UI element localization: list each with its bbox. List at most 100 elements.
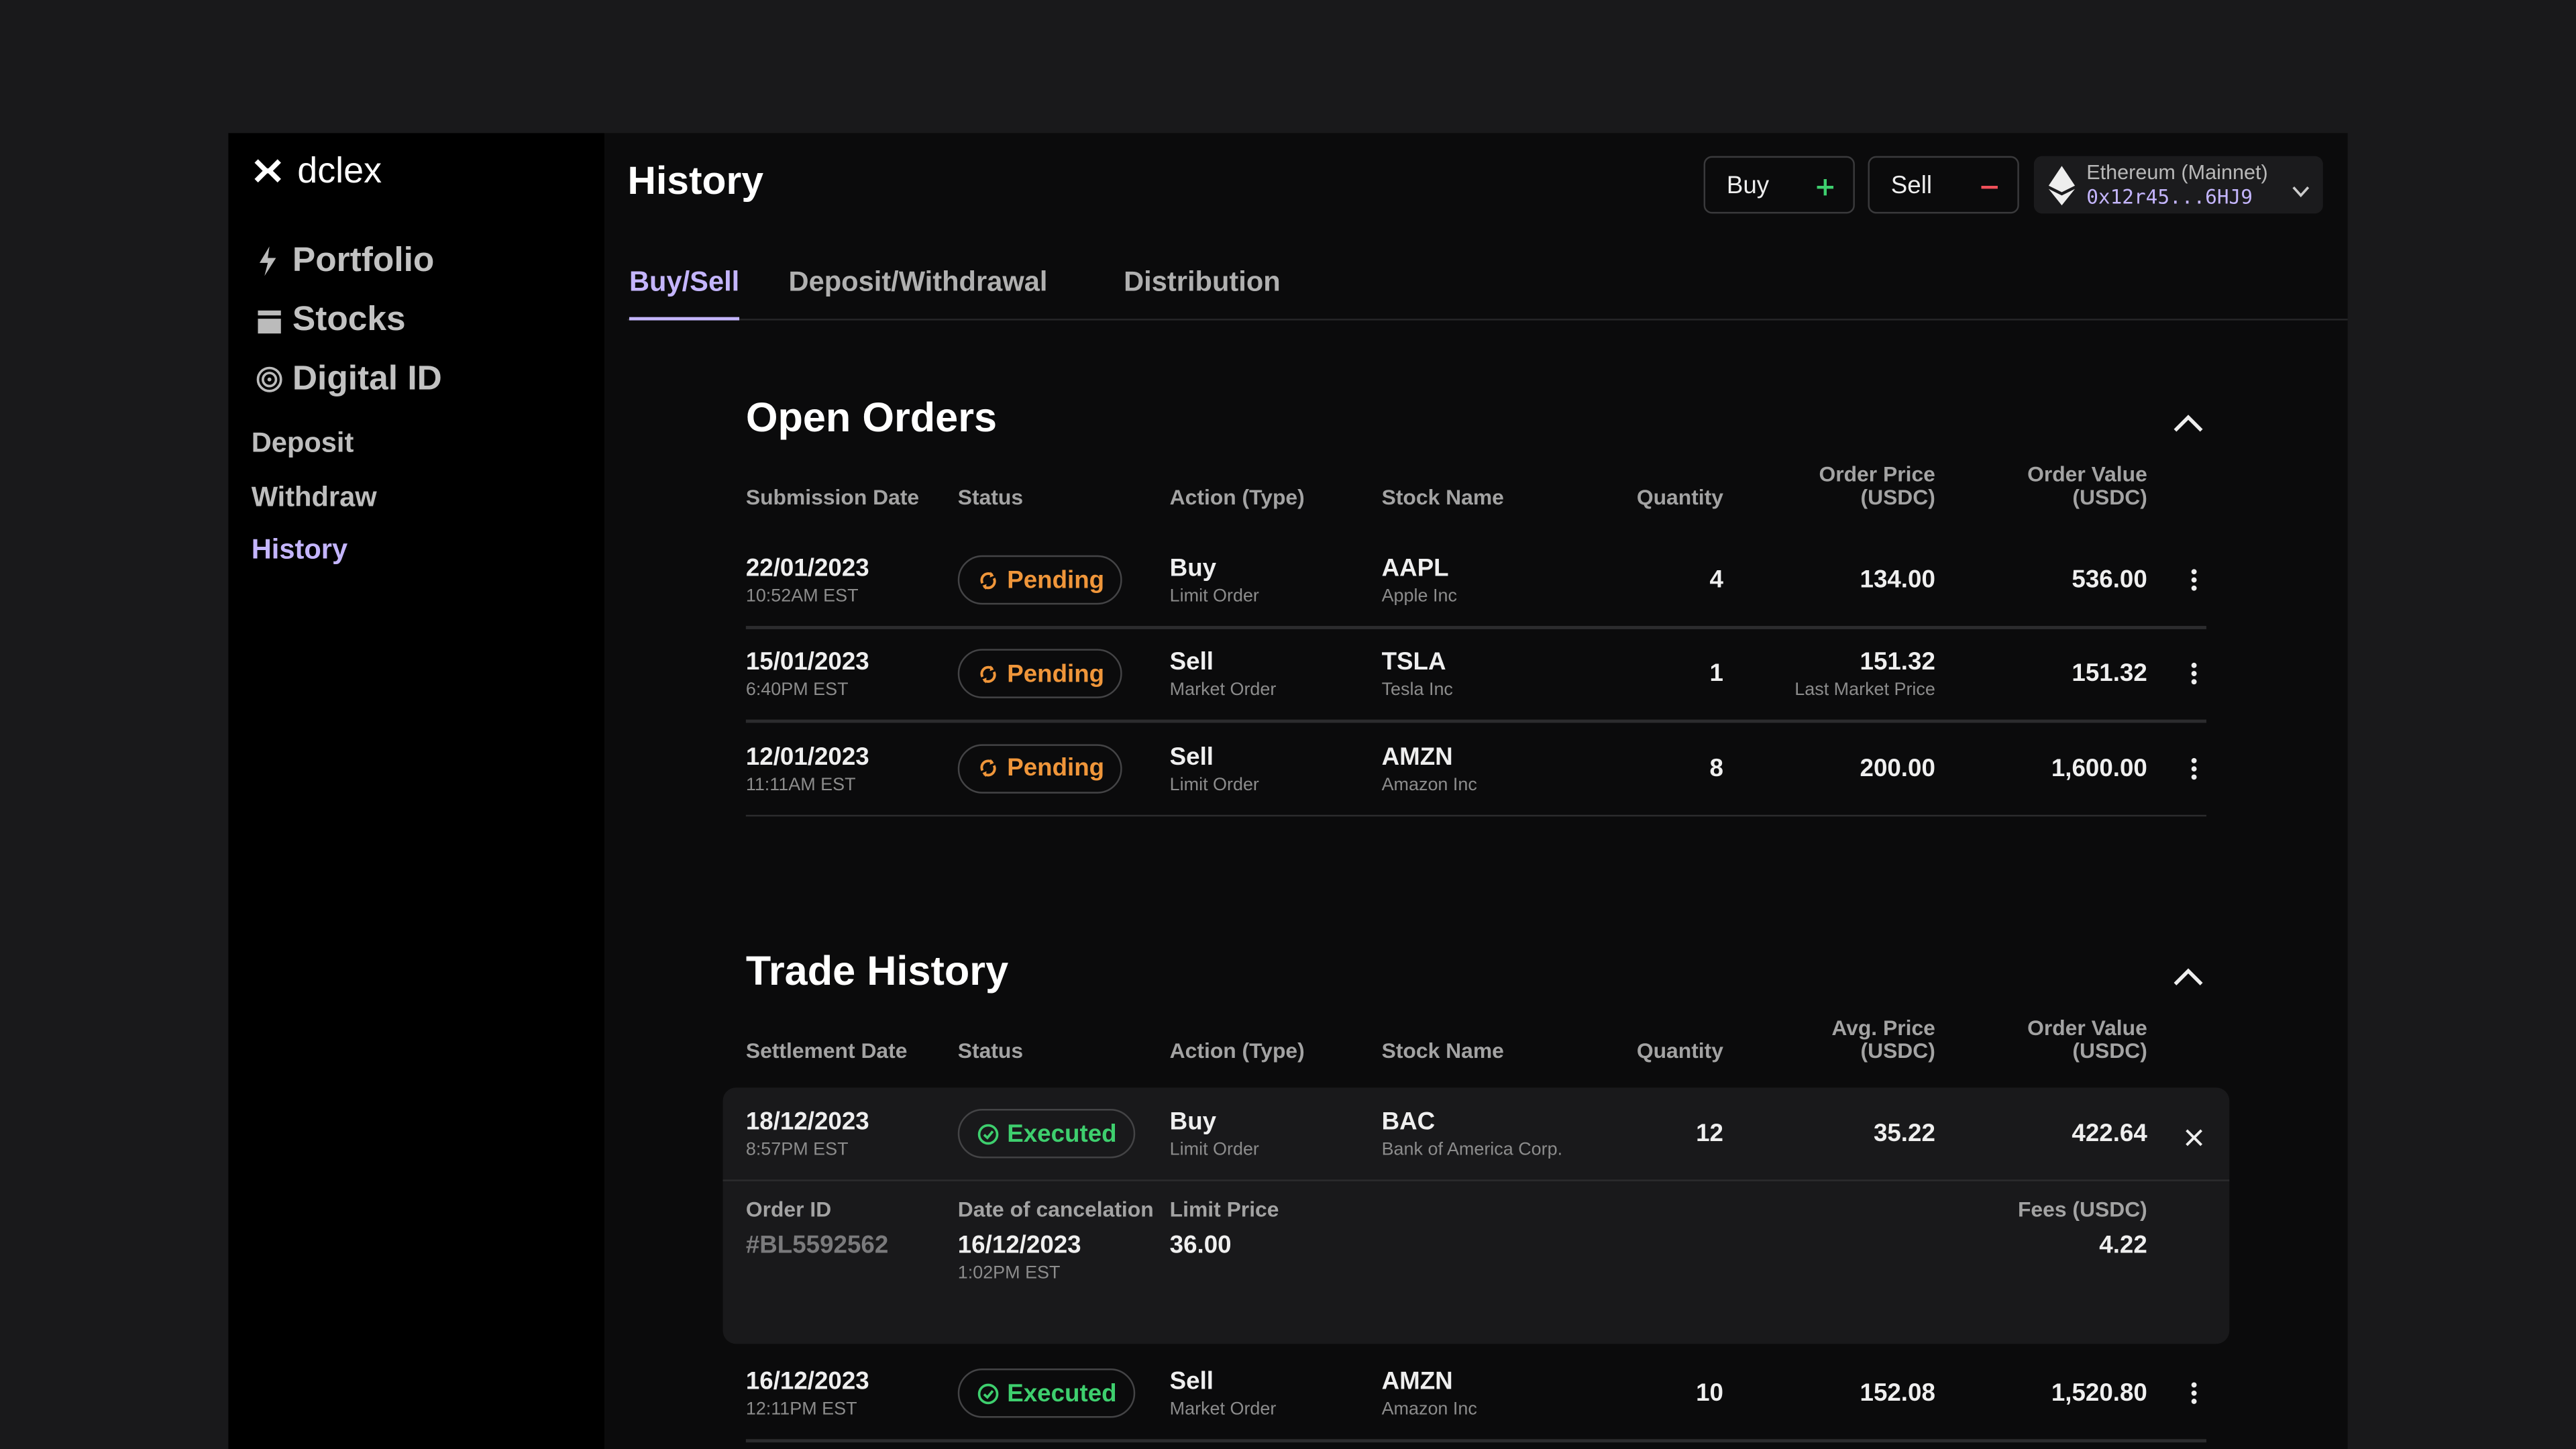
sub-nav-item[interactable]: Withdraw (251, 480, 377, 512)
order-id: #BL5592562 (745, 1231, 889, 1260)
nav-item[interactable]: Stocks (292, 301, 406, 339)
action: Buy (1169, 1108, 1217, 1136)
wallet-selector[interactable] (2033, 156, 2323, 214)
eth-icon-part (2048, 166, 2076, 206)
action: Sell (1169, 648, 1214, 677)
status-icon-part (983, 1389, 994, 1399)
column-header: Status (957, 1038, 1024, 1063)
close-details-part (2186, 1129, 2203, 1146)
status-pill: Pending (957, 649, 1123, 699)
brand: dclex (297, 149, 382, 191)
time: 11:11AM EST (745, 774, 856, 795)
date: 16/12/2023 (745, 1367, 869, 1396)
time: 12:11PM EST (745, 1399, 857, 1419)
symbol: BAC (1381, 1108, 1436, 1136)
company: Amazon Inc (1381, 774, 1477, 795)
company: Tesla Inc (1381, 680, 1453, 700)
row-menu-part (2191, 773, 2197, 780)
detail-label: Order ID (745, 1197, 832, 1222)
collapse-toggle[interactable] (2174, 965, 2203, 985)
nav-icon (255, 363, 284, 396)
close-details[interactable] (2185, 1126, 2203, 1146)
dropdown-chevron-part (2292, 186, 2310, 198)
eth-icon (2047, 164, 2076, 207)
row-menu-part (2191, 1382, 2197, 1388)
status-pill: Pending (957, 555, 1123, 605)
row-menu[interactable] (2190, 663, 2198, 686)
price: 151.32 (1860, 648, 1935, 677)
order-value: 1,600.00 (2051, 754, 2147, 782)
section-title: Trade History (745, 949, 1009, 995)
symbol: TSLA (1381, 648, 1446, 677)
time: 8:57PM EST (745, 1140, 849, 1160)
detail-label: Limit Price (1169, 1197, 1279, 1222)
status-icon-part (982, 665, 994, 684)
tab[interactable]: Buy/Sell (629, 266, 740, 298)
order-value: 151.32 (2072, 659, 2147, 688)
date: 12/01/2023 (745, 743, 869, 771)
button-icon-part (1981, 185, 1998, 189)
order-type: Limit Order (1169, 774, 1259, 795)
nav-icon (255, 245, 284, 278)
order-value: 536.00 (2072, 566, 2147, 594)
row-menu[interactable] (2190, 568, 2198, 591)
row-menu-part (2191, 1399, 2197, 1404)
sub-nav-item[interactable]: Deposit (251, 427, 354, 459)
button-label: Buy (1726, 171, 1770, 200)
sub-nav-item[interactable]: History (251, 533, 348, 566)
row-menu-part (2191, 1382, 2197, 1404)
status-text: Executed (1007, 1379, 1117, 1407)
detail-label: Date of cancelation (957, 1197, 1154, 1222)
order-type: Limit Order (1169, 1140, 1259, 1160)
action: Sell (1169, 1367, 1214, 1396)
status-icon (980, 665, 996, 684)
status-text: Pending (1007, 754, 1105, 782)
row-menu-part (2191, 663, 2197, 669)
order-value: 422.64 (2072, 1119, 2147, 1148)
nav-item[interactable]: Digital ID (292, 360, 442, 398)
collapse-toggle[interactable] (2174, 411, 2203, 432)
row-menu-part (2191, 765, 2197, 771)
row-menu-part (2191, 757, 2197, 763)
button-icon-part (1817, 178, 1834, 196)
company: Bank of America Corp. (1381, 1140, 1563, 1160)
row-menu[interactable] (2190, 1382, 2198, 1405)
row-menu-part (2191, 671, 2197, 677)
column-header: Stock Name (1381, 1038, 1504, 1063)
company: Amazon Inc (1381, 1399, 1477, 1419)
quantity: 4 (1709, 566, 1723, 594)
symbol: AMZN (1381, 743, 1453, 771)
quantity: 10 (1696, 1379, 1723, 1407)
status-pill: Executed (957, 1368, 1135, 1418)
trade-button[interactable] (1868, 156, 2019, 214)
eth-icon-part (2048, 166, 2076, 193)
quantity: 1 (1709, 659, 1723, 688)
action: Sell (1169, 743, 1214, 771)
column-header: Avg. Price (USDC) (1831, 1015, 1935, 1063)
logo-icon-part (254, 159, 281, 182)
sidebar (228, 133, 605, 1449)
row-menu[interactable] (2190, 757, 2198, 780)
status-icon (980, 571, 996, 589)
trade-button[interactable] (1703, 156, 1855, 214)
nav-icon-part (267, 377, 272, 382)
collapse-toggle-part (2174, 415, 2203, 432)
order-type: Market Order (1169, 680, 1277, 700)
status-text: Executed (1007, 1119, 1117, 1148)
status-pill: Pending (957, 743, 1123, 793)
row-menu-part (2191, 680, 2197, 685)
order-type: Limit Order (1169, 586, 1259, 606)
nav-item[interactable]: Portfolio (292, 241, 435, 280)
column-header: Action (Type) (1169, 484, 1305, 510)
eth-icon-part (2048, 189, 2076, 206)
tab[interactable]: Distribution (1124, 266, 1281, 298)
row-divider (745, 1439, 2206, 1442)
status-icon-part (982, 571, 994, 589)
row-menu-part (2191, 663, 2197, 685)
column-header: Order Value (USDC) (2027, 462, 2147, 510)
symbol: AAPL (1381, 554, 1449, 583)
tab[interactable]: Deposit/Withdrawal (788, 266, 1048, 298)
column-header: Submission Date (745, 484, 920, 510)
order-value: 1,520.80 (2051, 1379, 2147, 1407)
